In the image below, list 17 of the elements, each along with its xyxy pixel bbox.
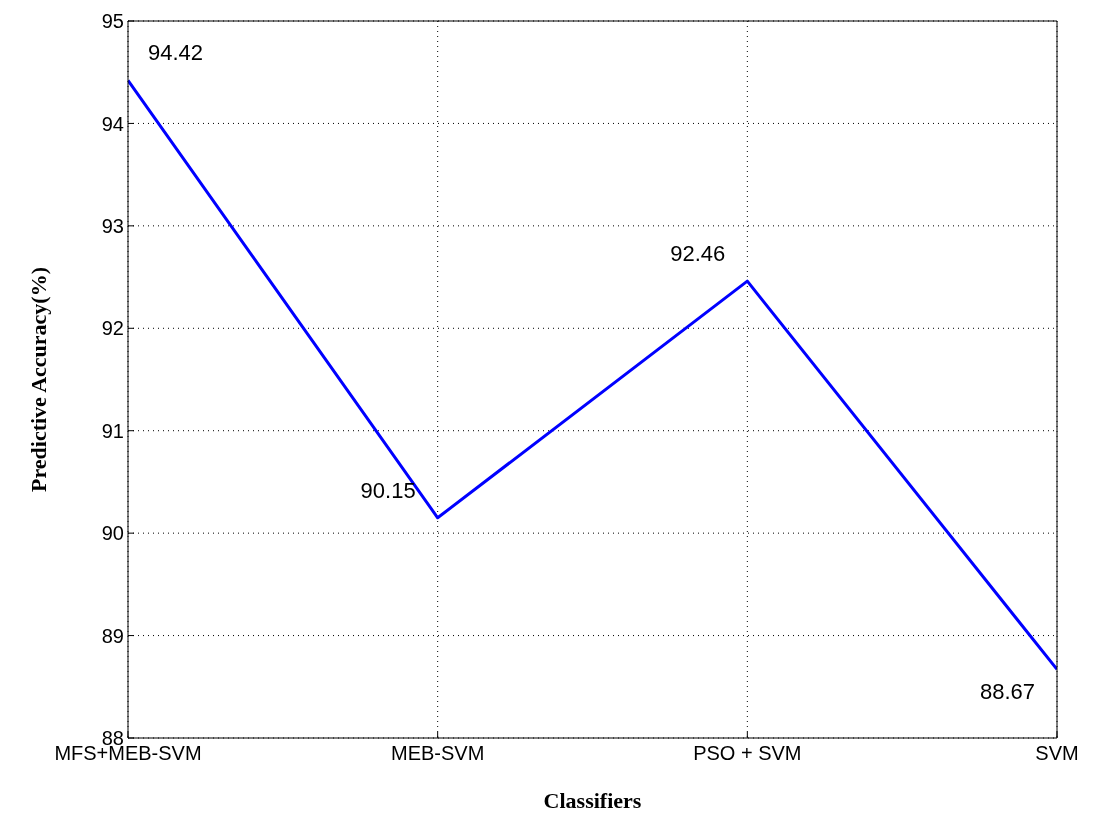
y-tick-label: 94 <box>101 112 124 135</box>
y-tick-label: 91 <box>101 419 124 442</box>
line-series <box>128 78 1057 671</box>
x-tick-label: PSO + SVM <box>693 742 802 765</box>
data-label: 94.42 <box>148 40 204 66</box>
y-axis-title: Predictive Accuracy(%) <box>25 266 51 493</box>
data-label: 88.67 <box>979 679 1035 705</box>
y-tick-label: 95 <box>101 10 124 33</box>
y-tick-label: 89 <box>101 624 124 647</box>
y-tick-label: 92 <box>101 317 124 340</box>
y-tick-label: 93 <box>101 214 124 237</box>
data-label: 90.15 <box>360 477 416 503</box>
x-tick-label: MEB-SVM <box>390 742 485 765</box>
x-axis-title: Classifiers <box>543 788 642 813</box>
data-label: 92.46 <box>670 241 726 267</box>
x-tick-label: SVM <box>1035 742 1079 765</box>
y-tick-label: 90 <box>101 522 124 545</box>
